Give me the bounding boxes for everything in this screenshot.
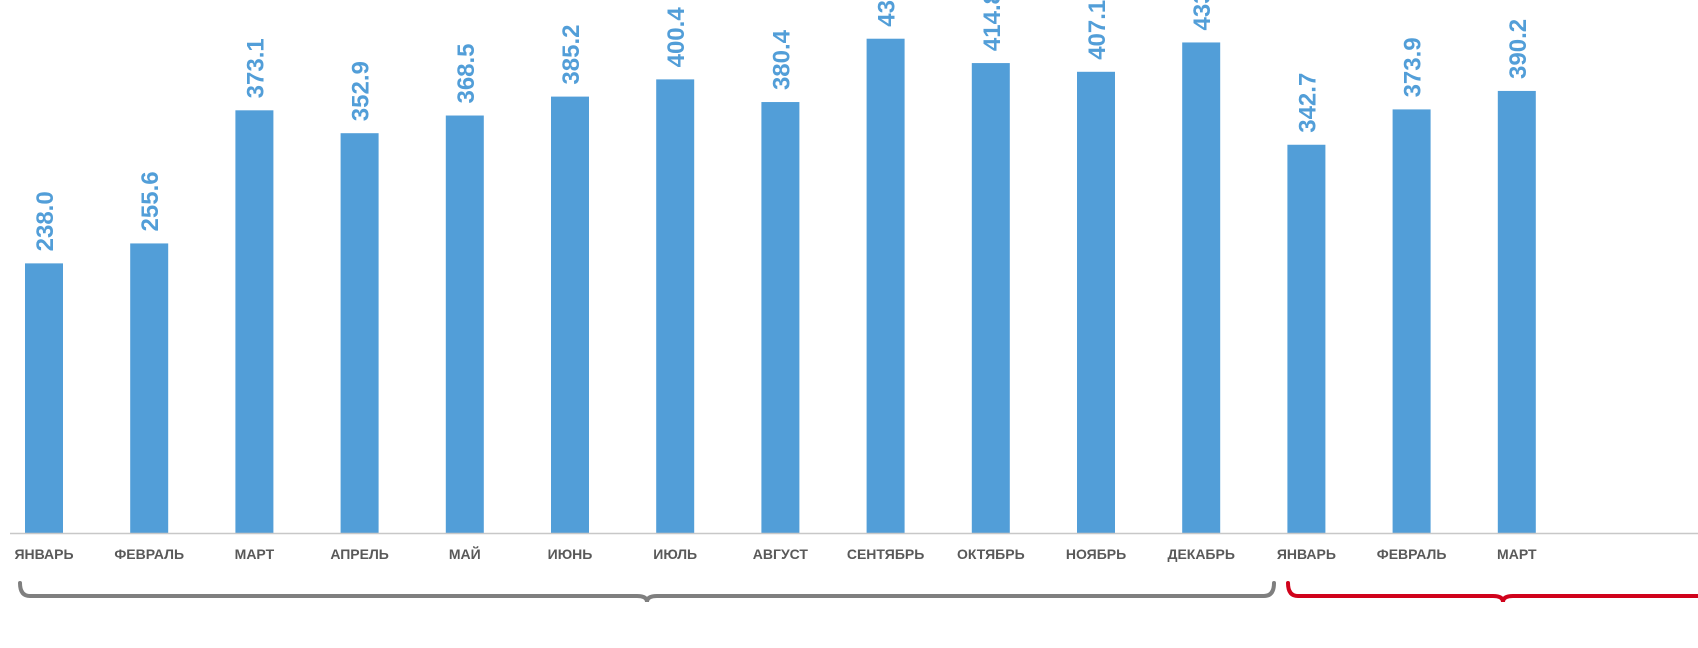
- value-label-13: 342.7: [1294, 73, 1321, 133]
- bar-6: [551, 96, 589, 534]
- category-label-5: МАЙ: [449, 545, 481, 562]
- bar-14: [1392, 109, 1431, 533]
- category-label-13: ЯНВАРЬ: [1277, 546, 1336, 562]
- bar-4: [340, 133, 379, 533]
- bar-13: [1287, 144, 1326, 533]
- value-label-14: 373.9: [1400, 37, 1427, 97]
- group-bracket-1: [18, 581, 1276, 603]
- value-label-4: 352.9: [348, 61, 375, 121]
- category-label-3: МАРТ: [235, 546, 275, 562]
- value-label-15: 390.2: [1505, 19, 1532, 79]
- value-label-7: 400.4: [663, 7, 690, 68]
- value-label-1: 238.0: [32, 191, 59, 251]
- group-bracket-2: [1286, 581, 1698, 603]
- bar-2: [130, 243, 169, 533]
- category-label-15: МАРТ: [1497, 546, 1537, 562]
- bar-11: [1077, 71, 1115, 534]
- value-label-8: 380.4: [768, 29, 795, 90]
- category-label-6: ИЮНЬ: [548, 546, 593, 562]
- value-label-11: 407.1: [1084, 0, 1111, 60]
- category-label-10: ОКТЯБРЬ: [957, 546, 1025, 562]
- category-label-1: ЯНВАРЬ: [14, 546, 73, 562]
- bar-15: [1497, 90, 1536, 534]
- bar-1: [25, 263, 63, 533]
- category-label-12: ДЕКАБРЬ: [1167, 546, 1234, 562]
- category-labels-group: ЯНВАРЬ ФЕВРАЛЬ МАРТ АПРЕЛЬ МАЙ ИЮНЬ ИЮЛЬ АВГУСТ…: [14, 545, 1537, 562]
- category-label-9: СЕНТЯБРЬ: [847, 546, 924, 562]
- bar-10: [971, 63, 1010, 533]
- value-label-9: 436.3: [874, 0, 901, 27]
- group-brackets: [18, 581, 1698, 603]
- bars-group: [25, 38, 1536, 534]
- bar-3: [235, 110, 274, 534]
- bar-12: [1182, 42, 1221, 533]
- bar-5: [445, 115, 484, 533]
- value-label-12: 433.0: [1189, 0, 1216, 30]
- bar-8: [761, 102, 800, 534]
- bar-9: [866, 38, 905, 534]
- category-label-14: ФЕВРАЛЬ: [1377, 546, 1447, 562]
- bar-7: [656, 79, 695, 534]
- category-label-7: ИЮЛЬ: [653, 546, 697, 562]
- category-label-2: ФЕВРАЛЬ: [114, 546, 184, 562]
- value-labels-group: 238.0 255.6 373.1 352.9 368.5 385.2 400.4 380.4…: [32, 0, 1532, 251]
- category-label-8: АВГУСТ: [753, 546, 809, 562]
- value-label-6: 385.2: [558, 25, 585, 85]
- value-label-2: 255.6: [137, 171, 164, 231]
- category-label-4: АПРЕЛЬ: [330, 546, 389, 562]
- category-label-11: НОЯБРЬ: [1066, 546, 1126, 562]
- value-label-5: 368.5: [453, 43, 480, 103]
- value-label-3: 373.1: [242, 38, 269, 98]
- value-label-10: 414.8: [979, 0, 1006, 51]
